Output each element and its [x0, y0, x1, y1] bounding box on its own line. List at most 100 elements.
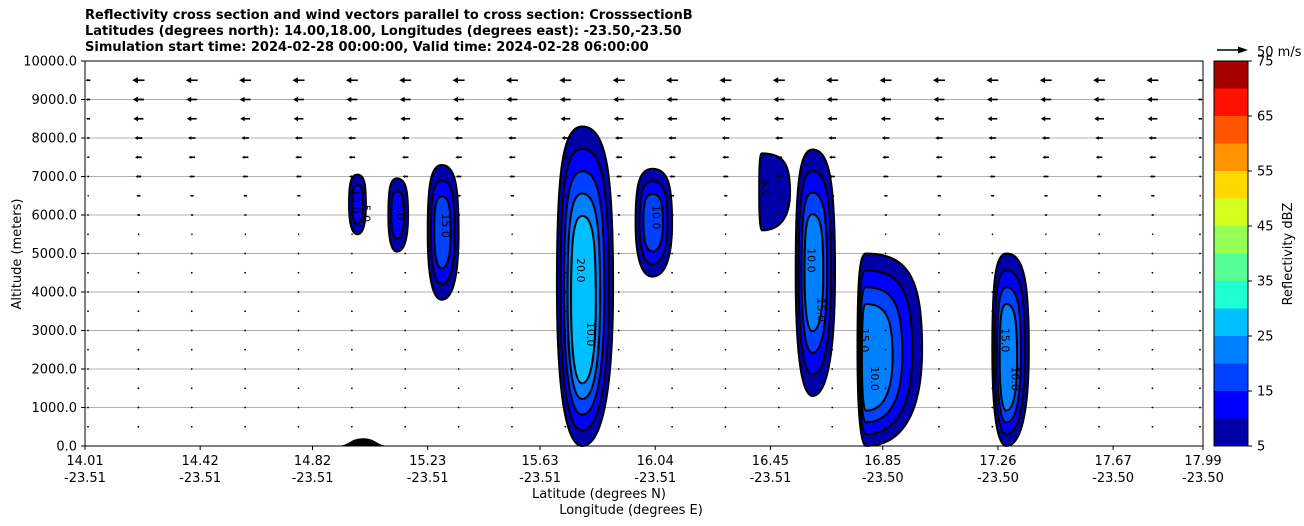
wind-arrow-7-8-head	[510, 214, 512, 216]
wind-arrow-15-5	[350, 368, 353, 370]
wind-arrow-0-10	[612, 77, 625, 84]
wind-arrow-18-4	[297, 425, 300, 428]
wind-arrow-8-18-head	[1044, 233, 1046, 235]
x-axis: 14.01 -23.51 14.42 -23.51 14.82 -23.51 15.23 -2…	[64, 446, 1224, 486]
wind-arrow-5-18	[1042, 175, 1049, 178]
wind-arrow-edge-r-8	[1199, 233, 1201, 236]
wind-arrow-5-11-head	[669, 175, 672, 178]
wind-arrow-16-15	[884, 387, 887, 390]
wind-arrow-1-12	[720, 96, 731, 103]
wind-arrow-6-10	[616, 194, 621, 197]
wind-arrow-7-3	[243, 214, 247, 216]
wind-arrow-1-7	[453, 96, 465, 103]
wind-arrow-18-18	[1044, 425, 1047, 428]
wind-arrow-6-6-head	[403, 194, 406, 197]
wind-arrow-14-17	[991, 348, 994, 351]
wind-arrow-7-9-head	[563, 214, 566, 216]
wind-arrow-8-3-head	[244, 233, 246, 235]
wind-arrow-9-4	[297, 252, 300, 255]
wind-arrow-7-7-head	[457, 214, 459, 216]
x-tick-label-lat-0: 14.01	[66, 454, 103, 469]
wind-arrow-3-8	[508, 136, 516, 140]
wind-arrow-1-4-head	[293, 96, 298, 103]
wind-arrow-17-8	[511, 406, 513, 409]
wind-arrow-edge-l-0	[85, 79, 91, 82]
wind-arrow-1-16-head	[933, 96, 939, 103]
wind-arrow-6-7-head	[456, 194, 459, 197]
cell-e-band-2	[642, 192, 664, 253]
wind-arrow-5-2	[189, 175, 195, 178]
wind-arrow-5-20	[1149, 175, 1156, 178]
wind-arrow-6-4-head	[296, 194, 299, 197]
wind-arrow-1-20	[1146, 96, 1158, 103]
wind-arrow-3-13	[775, 136, 783, 140]
wind-arrow-2-20	[1147, 116, 1158, 122]
wind-arrow-8-16	[938, 233, 940, 236]
wind-arrow-5-6	[402, 175, 408, 178]
wind-arrow-0-19	[1093, 77, 1106, 84]
wind-arrow-6-14-head	[830, 194, 833, 197]
wind-arrow-5-4	[295, 175, 302, 178]
wind-arrow-2-17	[987, 116, 998, 122]
wind-arrow-6-18	[1043, 194, 1048, 197]
wind-arrow-18-5	[350, 425, 353, 428]
wind-arrow-4-8	[508, 155, 516, 159]
wind-arrow-1-1	[132, 96, 144, 103]
wind-arrow-5-13	[776, 175, 782, 178]
wind-arrow-17-4	[297, 406, 300, 409]
wind-arrow-11-10	[617, 291, 620, 293]
wind-arrow-13-18	[1044, 329, 1047, 332]
wind-arrow-7-14-head	[830, 214, 833, 216]
wind-arrow-14-13	[777, 348, 780, 351]
wind-arrow-1-9-head	[559, 96, 565, 103]
wind-arrow-6-2-head	[189, 194, 192, 197]
wind-arrow-18-14	[831, 425, 834, 428]
wind-arrow-4-20	[1149, 155, 1156, 159]
wind-arrow-12-20	[1151, 310, 1154, 313]
wind-arrow-0-1-head	[132, 77, 138, 84]
wind-arrow-edge-r-11	[1199, 291, 1201, 293]
colorbar-band-12	[1214, 88, 1248, 116]
wind-arrow-15-15	[884, 368, 887, 370]
wind-arrow-11-13	[777, 291, 780, 293]
wind-arrow-17-12	[724, 406, 727, 409]
wind-arrow-10-13	[777, 271, 780, 274]
wind-arrow-8-11	[671, 233, 673, 236]
wind-arrow-4-20-head	[1149, 155, 1153, 159]
wind-arrow-12-6	[404, 310, 407, 313]
wind-arrow-5-1	[135, 175, 142, 178]
wind-arrow-8-5-head	[351, 233, 352, 235]
x-tick-label-lon-5: -23.51	[634, 471, 676, 486]
wind-arrow-12-10	[617, 310, 620, 313]
wind-arrow-13-2	[190, 329, 193, 332]
y-tick-label-0: 0.0	[56, 440, 77, 455]
wind-arrow-9-5	[350, 252, 353, 255]
colorbar-band-7	[1214, 226, 1248, 254]
wind-arrow-6-11	[670, 194, 674, 197]
wind-arrow-8-8-head	[511, 233, 512, 235]
colorbar-tick-label-3: 35	[1257, 275, 1274, 290]
wind-arrow-16-17	[991, 387, 994, 390]
wind-arrow-12-9	[564, 310, 567, 313]
wind-arrow-12-11	[671, 310, 673, 313]
wind-arrow-10-9	[564, 271, 567, 274]
terrain	[335, 438, 392, 446]
wind-arrow-edge-r-2-head	[1198, 117, 1200, 120]
cell-c-band-2	[433, 195, 452, 270]
wind-arrow-8-6-head	[404, 233, 406, 235]
wind-arrow-8-3	[244, 233, 246, 236]
wind-arrow-5-3	[242, 175, 248, 178]
wind-arrow-14-4	[297, 348, 300, 351]
wind-arrow-17-9	[564, 406, 567, 409]
wind-arrow-10-7	[457, 271, 460, 274]
cell-h-label-0: 15.0	[858, 328, 871, 353]
cell-b-label-0: 5.0	[394, 203, 407, 221]
wind-arrow-3-1-head	[134, 136, 138, 140]
wind-arrow-2-2	[186, 116, 197, 122]
colorbar-band-10	[1214, 143, 1248, 171]
wind-arrow-10-10	[617, 271, 620, 274]
wind-arrow-8-7	[457, 233, 460, 236]
wind-arrow-2-4	[293, 116, 304, 122]
wind-arrow-15-16	[938, 368, 940, 370]
colorbar-band-13	[1214, 61, 1248, 89]
